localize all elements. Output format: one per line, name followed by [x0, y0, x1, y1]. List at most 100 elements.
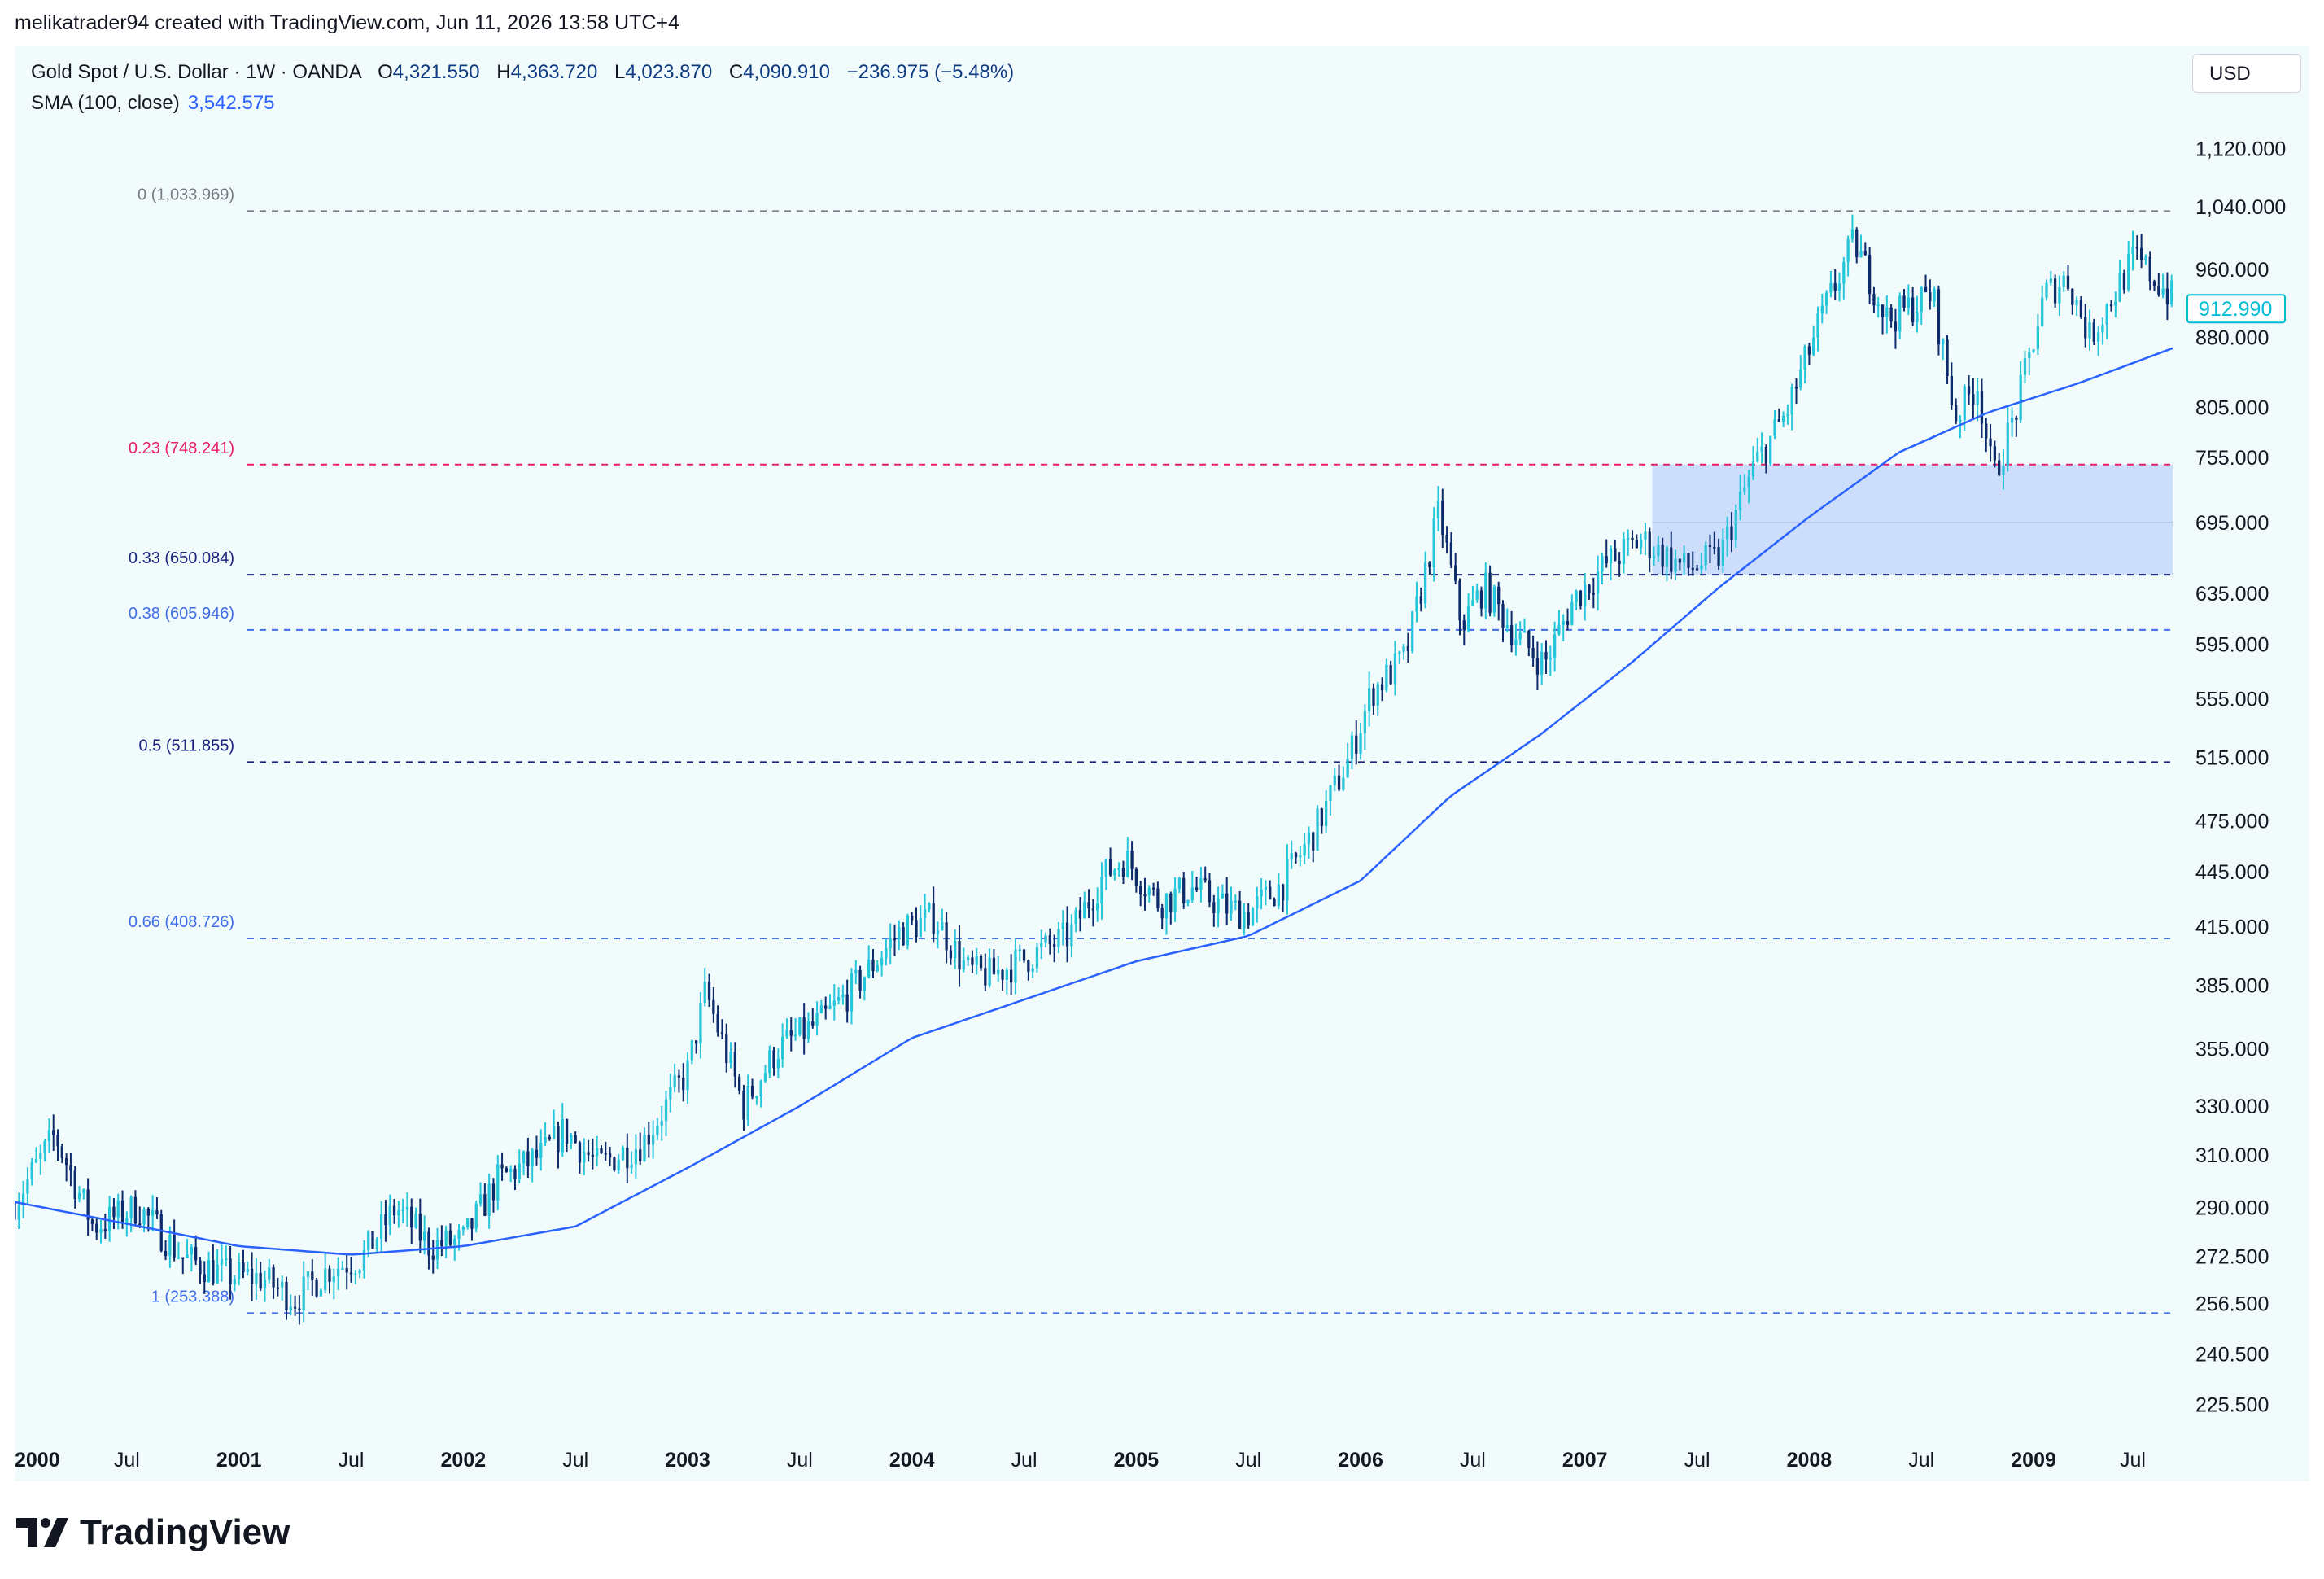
candle-up [2096, 332, 2100, 342]
candle-up [1885, 307, 1889, 317]
high-value: 4,363.720 [510, 61, 598, 83]
candle-up [2088, 322, 2091, 339]
candle-up [34, 1158, 38, 1163]
candle-up [2006, 422, 2009, 466]
y-axis-tick-label: 355.000 [2195, 1039, 2269, 1061]
candle-down [440, 1240, 443, 1247]
candle-up [2075, 300, 2078, 305]
candle-up [1031, 968, 1034, 972]
y-axis-tick-label: 330.000 [2195, 1096, 2269, 1118]
candle-down [1807, 346, 1811, 355]
candle-down [2015, 418, 2018, 420]
fib-level-label: 0.66 (408.726) [129, 913, 234, 931]
candle-up [1781, 415, 1785, 422]
candle-down [2092, 322, 2095, 342]
candle-down [1320, 808, 1323, 827]
candle-down [1449, 542, 1453, 566]
candle-up [544, 1136, 547, 1144]
candle-down [1312, 832, 1315, 851]
candle-up [354, 1273, 357, 1275]
currency-button[interactable]: USD [2192, 54, 2301, 93]
candle-up [1475, 590, 1479, 600]
candle-down [1355, 735, 1358, 755]
chart-area[interactable]: 0 (1,033.969) 0.23 (748.241) 0.33 (650.084… [15, 46, 2309, 1481]
y-axis-tick-label: 272.500 [2195, 1245, 2269, 1268]
y-axis-tick-label: 515.000 [2195, 746, 2269, 769]
candle-up [1147, 887, 1151, 895]
candle-up [47, 1130, 51, 1142]
candle-up [263, 1279, 267, 1289]
candle-down [1208, 880, 1212, 903]
candle-up [1842, 262, 1846, 284]
candle-up [1398, 651, 1401, 654]
candle-down [945, 922, 948, 951]
candle-up [1117, 868, 1120, 870]
candle-up [880, 958, 884, 966]
candle-up [466, 1218, 470, 1227]
candle-up [220, 1259, 224, 1265]
candle-down [1009, 969, 1013, 983]
candle-up [936, 930, 940, 934]
candle-up [1916, 311, 1919, 322]
price-chart[interactable]: 0 (1,033.969) 0.23 (748.241) 0.33 (650.084… [15, 46, 2309, 1481]
candle-down [1225, 893, 1229, 914]
fib-level-label: 0.5 (511.855) [139, 737, 235, 755]
candle-up [478, 1194, 483, 1204]
candle-down [682, 1077, 685, 1091]
candle-up [509, 1169, 513, 1172]
candle-down [557, 1126, 560, 1153]
candle-up [997, 969, 1000, 975]
candle-up [1471, 599, 1474, 606]
candle-up [107, 1206, 111, 1231]
candle-down [1889, 307, 1893, 322]
candle-up [988, 957, 991, 986]
candle-down [470, 1218, 474, 1229]
candle-down [1592, 593, 1595, 595]
candle-up [1299, 855, 1302, 858]
candle-down [1195, 887, 1199, 890]
candle-up [1260, 890, 1263, 897]
candle-down [159, 1214, 163, 1251]
candle-up [1704, 545, 1707, 566]
candle-up [885, 947, 888, 959]
candle-up [906, 916, 910, 946]
sma-value: 3,542.575 [187, 92, 275, 114]
candle-up [1570, 601, 1574, 625]
candle-up [444, 1230, 448, 1247]
candle-up [643, 1135, 646, 1161]
candle-up [2045, 282, 2048, 298]
candle-down [1488, 572, 1492, 613]
x-axis-tick-label: 2008 [1787, 1449, 1833, 1472]
candle-down [526, 1151, 530, 1166]
candle-up [1665, 547, 1669, 567]
candle-down [1929, 292, 1932, 302]
candle-down [1894, 321, 1898, 332]
last-price-box [2186, 294, 2286, 324]
x-axis-tick-label: 2001 [216, 1449, 262, 1472]
candle-up [1014, 949, 1017, 983]
candle-up [1812, 337, 1815, 355]
x-axis-tick-label: Jul [1460, 1449, 1486, 1472]
candle-up [553, 1126, 556, 1139]
candle-down [272, 1267, 275, 1288]
candle-up [487, 1183, 491, 1216]
candle-up [324, 1268, 327, 1290]
candle-up [302, 1276, 305, 1310]
candle-up [1190, 887, 1194, 901]
candle-down [1777, 419, 1780, 422]
candle-up [1514, 639, 1518, 645]
y-axis-tick-label: 240.500 [2195, 1344, 2269, 1367]
candle-up [793, 1034, 797, 1037]
candle-down [69, 1165, 72, 1171]
candle-up [2170, 280, 2173, 304]
candle-up [2114, 301, 2117, 306]
candle-up [1303, 844, 1306, 855]
candle-up [1942, 339, 1945, 345]
candle-up [781, 1036, 784, 1060]
candle-up [828, 1005, 832, 1009]
candle-up [1734, 510, 1737, 540]
candle-up [1415, 596, 1418, 612]
candle-down [750, 1085, 754, 1097]
candle-up [596, 1148, 599, 1157]
candle-down [349, 1272, 353, 1275]
